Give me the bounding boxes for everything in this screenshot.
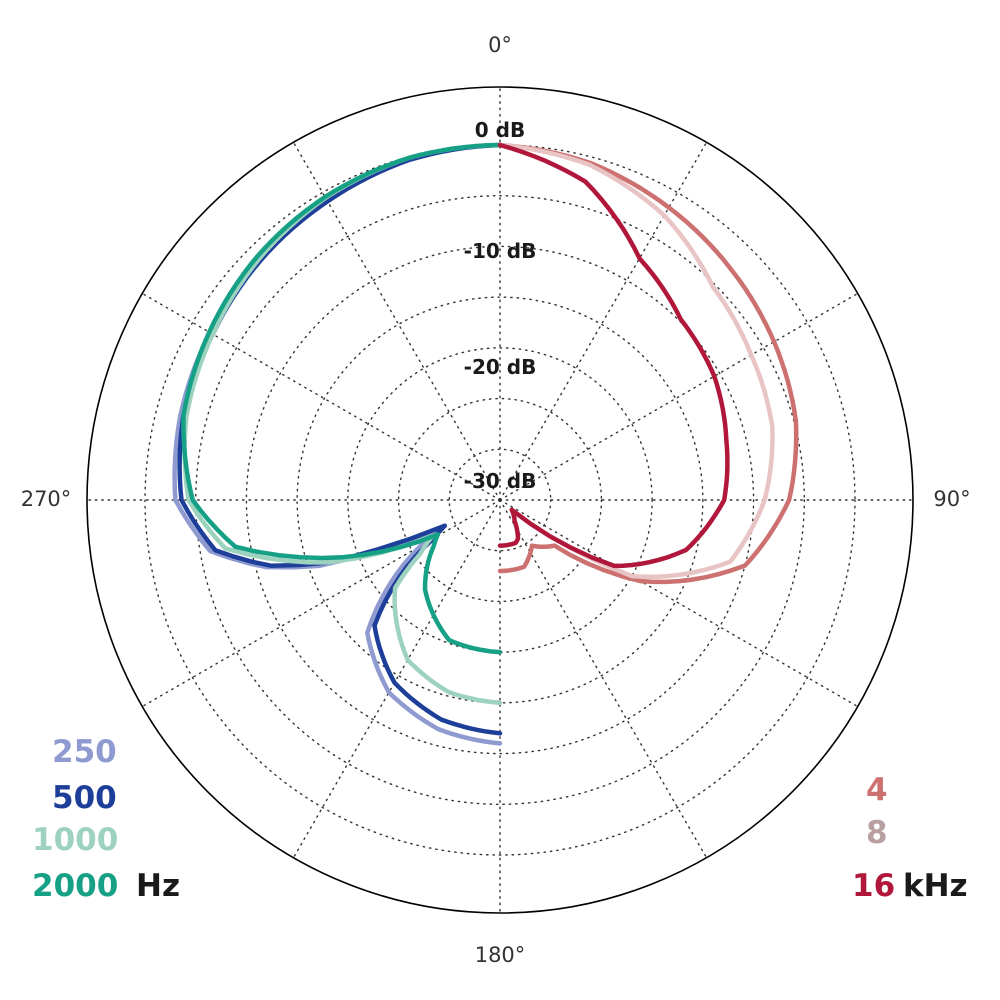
legend-entry-4: 4	[866, 772, 888, 808]
grid-ring	[245, 245, 755, 755]
legend-entry-250: 250	[52, 734, 117, 770]
curve-250	[172, 142, 503, 746]
curve-16	[497, 142, 730, 569]
legend-entry-16: 16	[852, 868, 895, 904]
grid-spoke	[499, 499, 708, 859]
legend-entry-2000: 2000	[32, 868, 118, 904]
polar-labels: 0° 90° 180° 270° 0 dB -10 dB -20 dB -30 …	[21, 33, 971, 967]
grid-spoke	[499, 292, 859, 501]
curve-2000	[181, 142, 503, 655]
grid-spoke	[292, 141, 501, 501]
ring-label-minus10db: -10 dB	[464, 239, 537, 263]
curve-8	[497, 142, 775, 580]
angle-label-0: 0°	[488, 33, 512, 57]
polar-curves	[172, 142, 799, 746]
grid-spoke	[499, 499, 859, 708]
angle-label-270: 270°	[21, 487, 72, 511]
legend-entry-1000: 1000	[32, 822, 118, 858]
ring-label-minus20db: -20 dB	[464, 355, 537, 379]
legend-entry-500: 500	[52, 780, 117, 816]
grid-spoke	[141, 499, 501, 708]
grid-spoke	[292, 499, 501, 859]
grid-ring	[195, 195, 805, 805]
ring-label-minus30db: -30 dB	[464, 469, 537, 493]
legend-unit-hz: Hz	[136, 868, 180, 904]
ring-label-0db: 0 dB	[475, 118, 525, 142]
outer-circle	[86, 86, 914, 914]
angle-label-90: 90°	[933, 487, 970, 511]
grid-spoke	[499, 141, 708, 501]
angle-label-180: 180°	[475, 943, 526, 967]
curve-4	[497, 142, 799, 585]
legend-entry-8: 8	[866, 815, 888, 851]
grid-ring	[397, 397, 603, 603]
grid-spoke	[141, 292, 501, 501]
curve-500	[177, 142, 503, 736]
grid-ring	[296, 296, 704, 704]
legend: 250 500 1000 2000 Hz 4 8 16 kHz	[32, 734, 968, 904]
legend-unit-khz: kHz	[903, 868, 968, 904]
curve-1000	[182, 142, 503, 706]
